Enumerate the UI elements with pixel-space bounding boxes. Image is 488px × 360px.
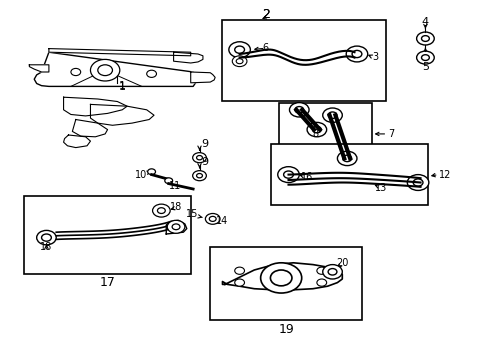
Circle shape (289, 103, 308, 117)
Polygon shape (173, 52, 203, 63)
Circle shape (306, 122, 326, 137)
Text: 1: 1 (119, 82, 125, 92)
Text: 6: 6 (262, 43, 268, 53)
Polygon shape (63, 97, 127, 116)
Text: 13: 13 (374, 183, 387, 193)
Circle shape (234, 46, 244, 53)
Circle shape (236, 59, 243, 64)
Circle shape (283, 171, 293, 178)
Circle shape (294, 107, 303, 113)
Polygon shape (29, 65, 49, 72)
Text: 10: 10 (134, 170, 147, 180)
Circle shape (196, 174, 202, 178)
Circle shape (421, 55, 428, 60)
Circle shape (157, 208, 165, 213)
Polygon shape (166, 220, 186, 234)
Circle shape (147, 169, 155, 175)
Polygon shape (222, 263, 342, 290)
Circle shape (421, 36, 428, 41)
Polygon shape (49, 49, 190, 56)
Circle shape (98, 65, 112, 76)
Circle shape (327, 112, 336, 118)
Text: 2: 2 (262, 8, 270, 21)
Circle shape (416, 51, 433, 64)
Circle shape (71, 68, 81, 76)
Text: 14: 14 (216, 216, 228, 226)
Circle shape (346, 46, 367, 62)
Text: 8: 8 (312, 129, 318, 139)
Circle shape (407, 175, 428, 190)
Circle shape (164, 178, 172, 184)
Circle shape (228, 42, 250, 58)
Circle shape (342, 155, 351, 162)
Circle shape (192, 153, 206, 163)
Text: 3: 3 (372, 52, 378, 62)
Circle shape (234, 267, 244, 274)
Circle shape (196, 156, 202, 160)
Text: 11: 11 (168, 181, 181, 191)
Circle shape (412, 179, 422, 186)
Circle shape (322, 108, 342, 122)
Text: 12: 12 (438, 170, 450, 180)
Circle shape (277, 167, 299, 183)
Circle shape (167, 220, 184, 233)
Polygon shape (63, 135, 90, 148)
Circle shape (152, 204, 170, 217)
Text: 7: 7 (387, 129, 393, 139)
Text: 9: 9 (201, 139, 207, 149)
Circle shape (37, 230, 56, 245)
Text: 15: 15 (185, 209, 198, 219)
Circle shape (312, 126, 321, 133)
Bar (210, 247, 361, 320)
Circle shape (316, 267, 326, 274)
Text: 9: 9 (201, 157, 207, 167)
Bar (222, 20, 386, 101)
Bar (24, 196, 190, 274)
Circle shape (351, 50, 361, 58)
Circle shape (316, 279, 326, 286)
Circle shape (416, 32, 433, 45)
Circle shape (41, 234, 51, 241)
Text: 5: 5 (421, 62, 428, 72)
Text: 20: 20 (335, 258, 348, 268)
Circle shape (172, 224, 180, 230)
Text: 17: 17 (100, 276, 115, 289)
Circle shape (209, 216, 216, 221)
Bar (278, 103, 371, 166)
Circle shape (327, 269, 336, 275)
Circle shape (146, 70, 156, 77)
Circle shape (322, 265, 342, 279)
Circle shape (270, 270, 291, 286)
Bar (271, 144, 427, 205)
Polygon shape (90, 104, 154, 125)
Polygon shape (190, 72, 215, 83)
Text: 2: 2 (262, 8, 270, 21)
Text: 18: 18 (40, 242, 52, 252)
Circle shape (337, 151, 356, 166)
Text: 19: 19 (278, 323, 293, 336)
Circle shape (205, 213, 220, 224)
Text: 18: 18 (169, 202, 182, 212)
Circle shape (260, 263, 301, 293)
Circle shape (232, 56, 246, 67)
Text: 16: 16 (300, 172, 312, 182)
Polygon shape (34, 52, 196, 86)
Polygon shape (72, 120, 107, 137)
Text: 4: 4 (421, 17, 428, 27)
Text: 1: 1 (119, 81, 125, 91)
Circle shape (90, 59, 120, 81)
Circle shape (234, 279, 244, 286)
Circle shape (192, 171, 206, 181)
